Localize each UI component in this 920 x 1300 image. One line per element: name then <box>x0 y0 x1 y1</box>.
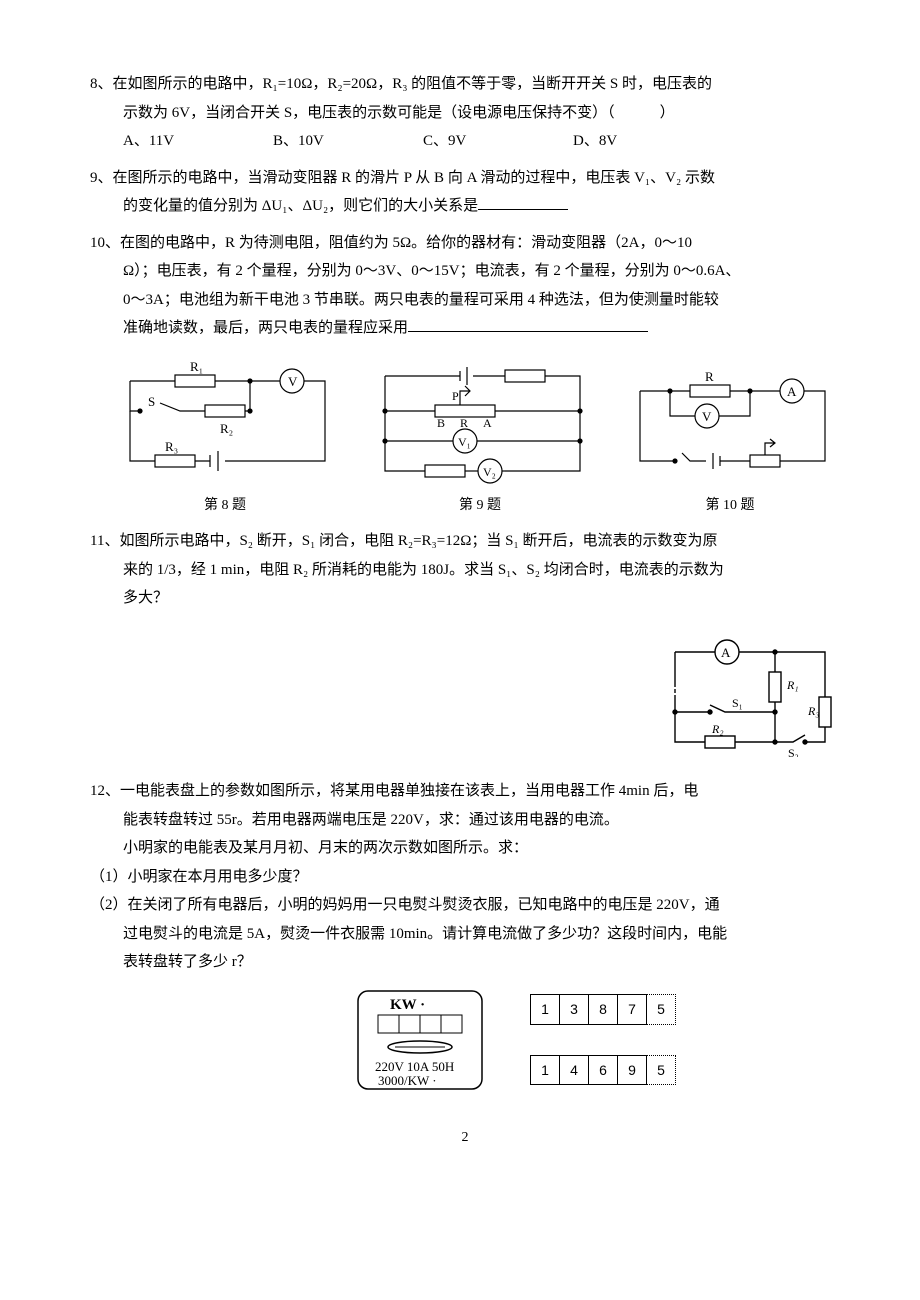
figure-10: R A V 第 10 题 <box>620 371 840 520</box>
svg-text:P: P <box>452 389 459 403</box>
svg-text:R₃: R₃ <box>165 439 178 454</box>
q11-num: 11、 <box>90 533 119 549</box>
figure-9: P B R A V₁ V₂ 第 9 题 <box>365 361 595 520</box>
reading-2: 1 4 6 9 5 <box>530 1055 676 1086</box>
q10-line3: 0～3A；电池组为新干电池 3 节串联。两只电表的量程可采用 4 种选法，但为使… <box>90 286 840 315</box>
q12-p2: （2）在关闭了所有电器后，小明的妈妈用一只电熨斗熨烫衣服，已知电路中的电压是 2… <box>90 891 840 920</box>
q11-line1: 如图所示电路中，S₂ 断开，S₁ 闭合，电阻 R₂=R₃=12Ω；当 S₁ 断开… <box>119 533 717 549</box>
q12-p2-l2: 过电熨斗的电流是 5A，熨烫一件衣服需 10min。请计算电流做了多少功？这段时… <box>90 920 840 949</box>
svg-text:KW ·: KW · <box>390 997 425 1013</box>
q10-num: 10、 <box>90 235 120 251</box>
fig8-label: 第 8 题 <box>110 493 340 520</box>
q9-num: 9、 <box>90 170 113 186</box>
figures-row: R₁ S V R₂ R₃ 第 8 题 <box>110 361 840 520</box>
svg-text:V₁: V₁ <box>458 435 471 449</box>
q8-opt-a: A、11V <box>123 127 273 156</box>
q12-line3: 小明家的电能表及某月月初、月末的两次示数如图所示。求： <box>90 834 840 863</box>
circuit-11-svg: A R₁ R₃ R₂ S₁ S₂ <box>660 627 840 757</box>
q12-line2: 能表转盘转过 55r。若用电器两端电压是 220V，求：通过该用电器的电流。 <box>90 806 840 835</box>
svg-text:V: V <box>702 409 712 424</box>
svg-text:R: R <box>460 416 468 430</box>
blank <box>478 194 568 210</box>
q8-num: 8、 <box>90 76 113 92</box>
q11-line2: 来的 1/3，经 1 min，电阻 R₂ 所消耗的电能为 180J。求当 S₁、… <box>90 556 840 585</box>
fig10-label: 第 10 题 <box>620 493 840 520</box>
question-9: 9、在图所示的电路中，当滑动变阻器 R 的滑片 P 从 B 向 A 滑动的过程中… <box>90 164 840 221</box>
q8-line1: 在如图所示的电路中，R₁=10Ω，R₂=20Ω，R₃ 的阻值不等于零，当断开开关… <box>113 76 713 92</box>
q12-num: 12、 <box>90 783 120 799</box>
figure-11: A R₁ R₃ R₂ S₁ S₂ <box>660 627 840 768</box>
readings-col: 1 3 8 7 5 1 4 6 9 5 <box>530 994 676 1085</box>
circuit-9-svg: P B R A V₁ V₂ <box>365 361 595 491</box>
energy-meter: KW · 220V 10A 50H 3000/KW · <box>350 985 490 1095</box>
svg-text:R₁: R₁ <box>190 361 203 374</box>
meter-row: KW · 220V 10A 50H 3000/KW · 1 3 8 7 5 1 … <box>350 985 840 1095</box>
svg-text:R₃: R₃ <box>807 704 820 718</box>
svg-text:A: A <box>483 416 492 430</box>
figure-8: R₁ S V R₂ R₃ 第 8 题 <box>110 361 340 520</box>
svg-text:S: S <box>148 394 155 409</box>
question-12: 12、一电能表盘上的参数如图所示，将某用电器单独接在该表上，当用电器工作 4mi… <box>90 777 840 977</box>
q10-line4: 准确地读数，最后，两只电表的量程应采用 <box>90 314 840 343</box>
svg-text:S₂: S₂ <box>788 746 799 757</box>
reading-1: 1 3 8 7 5 <box>530 994 676 1025</box>
svg-text:R₁: R₁ <box>786 678 799 692</box>
q8-options: A、11V B、10V C、9V D、8V <box>90 127 840 156</box>
svg-text:A: A <box>721 645 731 660</box>
q8-line2: 示数为 6V，当闭合开关 S，电压表的示数可能是（设电源电压保持不变）（ ） <box>90 99 840 128</box>
q12-line1: 一电能表盘上的参数如图所示，将某用电器单独接在该表上，当用电器工作 4min 后… <box>120 783 698 799</box>
q9-line1: 在图所示的电路中，当滑动变阻器 R 的滑片 P 从 B 向 A 滑动的过程中，电… <box>113 170 715 186</box>
svg-text:R₂: R₂ <box>220 421 233 436</box>
q10-line1: 在图的电路中，R 为待测电阻，阻值约为 5Ω。给你的器材有：滑动变阻器（2A，0… <box>120 235 692 251</box>
question-10: 10、在图的电路中，R 为待测电阻，阻值约为 5Ω。给你的器材有：滑动变阻器（2… <box>90 229 840 343</box>
svg-text:R₂: R₂ <box>711 722 724 736</box>
svg-text:220V 10A 50H: 220V 10A 50H <box>375 1059 454 1074</box>
svg-text:V: V <box>288 374 298 389</box>
svg-text:S₁: S₁ <box>732 696 743 710</box>
question-8: 8、在如图所示的电路中，R₁=10Ω，R₂=20Ω，R₃ 的阻值不等于零，当断开… <box>90 70 840 156</box>
svg-text:R: R <box>705 371 714 384</box>
svg-text:V₂: V₂ <box>483 465 496 479</box>
circuit-8-svg: R₁ S V R₂ R₃ <box>110 361 340 491</box>
svg-text:B: B <box>437 416 445 430</box>
q12-p2-l3: 表转盘转了多少 r？ <box>90 948 840 977</box>
q11-line3: 多大？ <box>90 584 840 613</box>
svg-text:3000/KW ·: 3000/KW · <box>378 1073 437 1088</box>
q8-opt-c: C、9V <box>423 127 573 156</box>
q9-line2: 的变化量的值分别为 ΔU₁、ΔU₂，则它们的大小关系是 <box>90 192 840 221</box>
circuit-10-svg: R A V <box>620 371 840 491</box>
question-11: 11、如图所示电路中，S₂ 断开，S₁ 闭合，电阻 R₂=R₃=12Ω；当 S₁… <box>90 527 840 613</box>
q8-opt-d: D、8V <box>573 127 723 156</box>
svg-text:A: A <box>787 384 797 399</box>
q10-line2: Ω）；电压表，有 2 个量程，分别为 0～3V、0～15V；电流表，有 2 个量… <box>90 257 840 286</box>
q8-opt-b: B、10V <box>273 127 423 156</box>
page-number: 2 <box>90 1125 840 1152</box>
q12-p1: （1）小明家在本月用电多少度？ <box>90 863 840 892</box>
blank <box>408 316 648 332</box>
fig9-label: 第 9 题 <box>365 493 595 520</box>
